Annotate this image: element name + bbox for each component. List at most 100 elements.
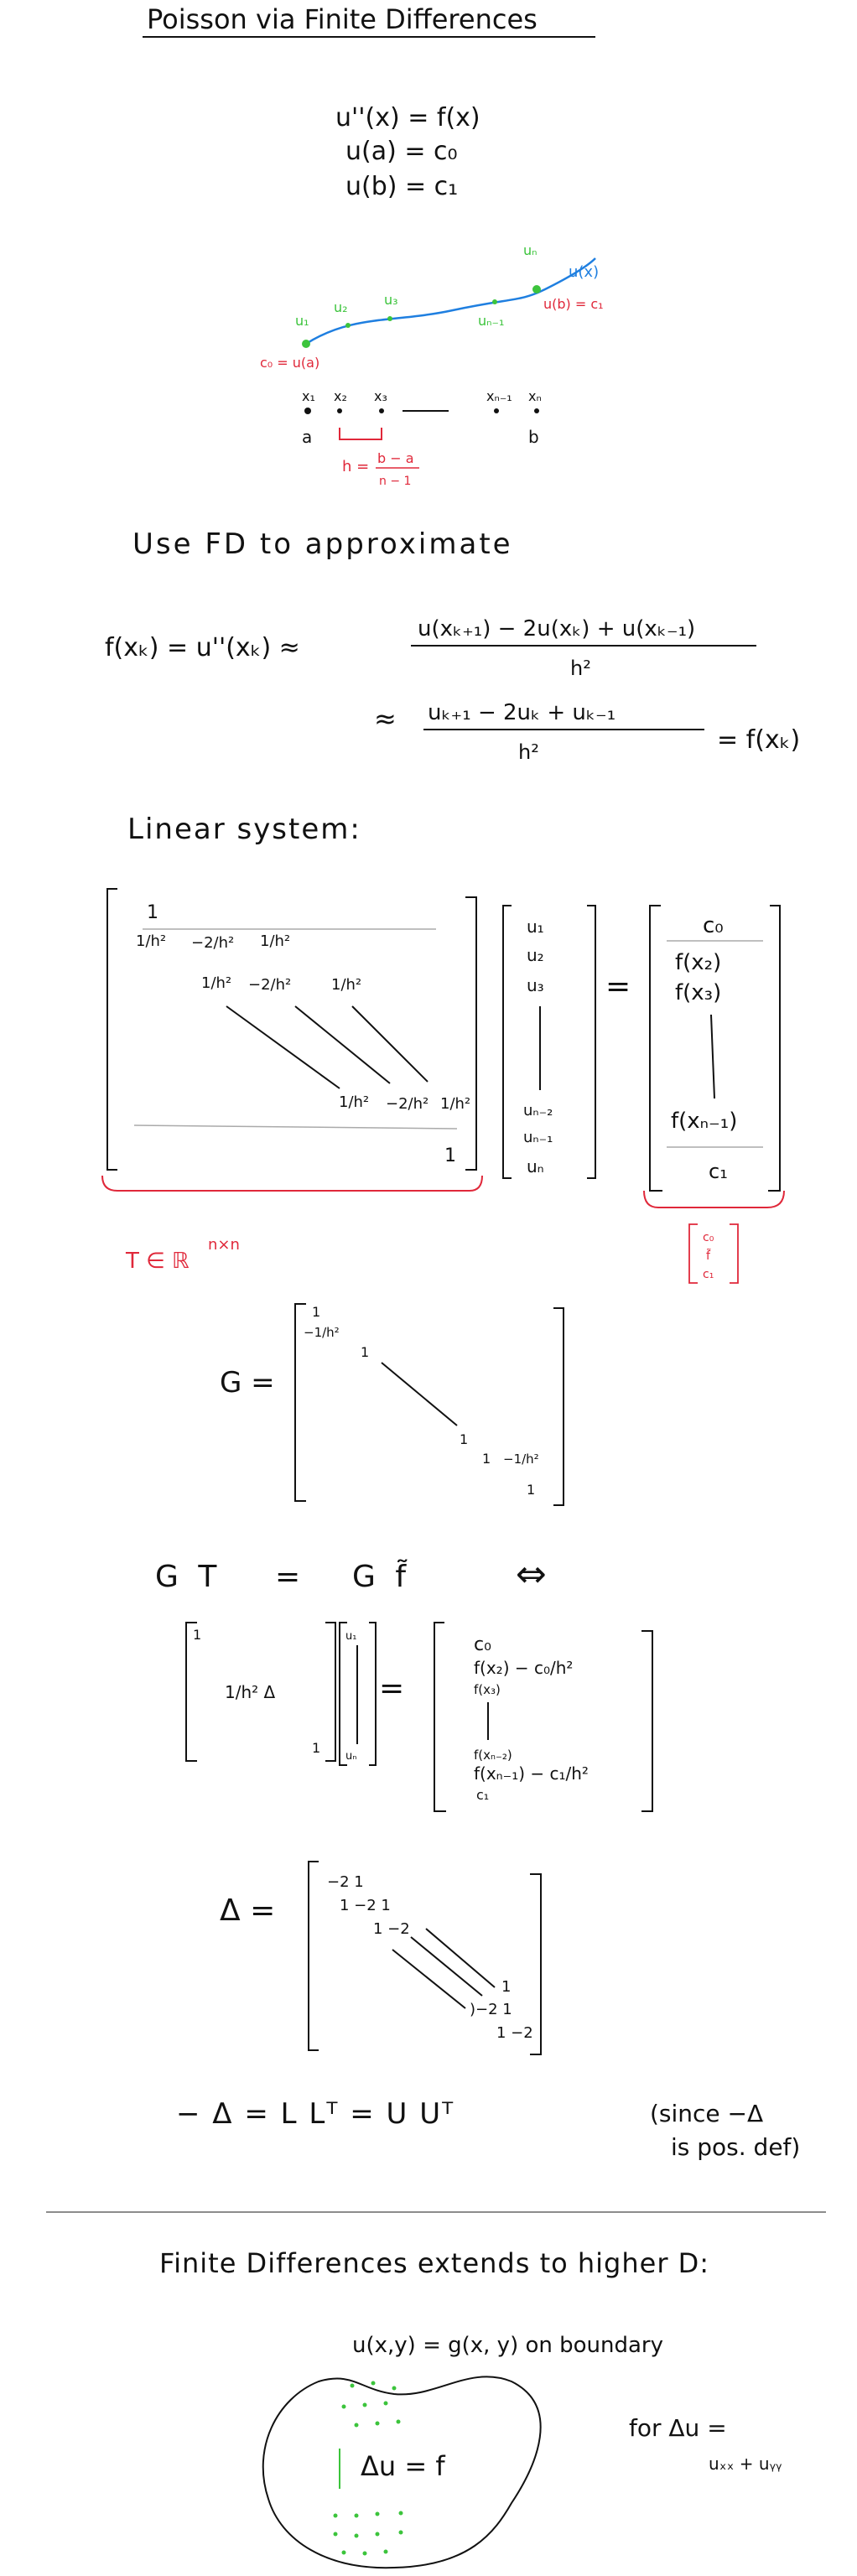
matrix-t-row3-diag: −2/h²: [248, 976, 291, 994]
grid-point: [494, 408, 499, 413]
curve-label: u(x): [569, 263, 599, 281]
fd-rhs-2: = f(xₖ): [717, 725, 800, 755]
matrix-t-rown-rule: [133, 1124, 458, 1130]
h-denominator: n − 1: [379, 475, 411, 488]
higher-d-heading: Finite Differences extends to higher D:: [159, 2247, 709, 2279]
matrix-t-space-sup: n×n: [208, 1236, 240, 1254]
gt-rhs-entry-n-2: f(xₙ₋₂): [474, 1748, 512, 1763]
delta-diag-dots: [410, 1936, 483, 1997]
gt-rhs-left-bracket: [434, 1622, 446, 1812]
u-vector-entry-1: u₁: [527, 917, 544, 937]
rhs-vector-entry-n: c₁: [709, 1160, 728, 1183]
delta-row-n-2: 1: [501, 1978, 511, 1996]
delta-subdiag-dots: [392, 1949, 466, 2009]
f-tilde-entry-2: f̃: [706, 1249, 711, 1263]
fd-numerator-1: u(xₖ₊₁) − 2u(xₖ) + u(xₖ₋₁): [418, 616, 695, 641]
gt-matrix-bottom-one: 1: [312, 1740, 320, 1756]
g-matrix-bottom-one: 1: [482, 1451, 491, 1467]
g-matrix-label: G =: [220, 1366, 275, 1400]
g-matrix-diagonal: [381, 1362, 458, 1426]
grid-node: [345, 323, 351, 328]
grid-dot: [371, 2381, 376, 2386]
grid-label-a: a: [302, 427, 312, 447]
node-label-u2: u₂: [334, 299, 348, 315]
node-label-un-1: uₙ₋₁: [478, 313, 504, 329]
grid-label-b: b: [528, 427, 539, 447]
delta-row-n-1: )−2 1: [470, 2001, 512, 2018]
h-spacing-bracket: [339, 428, 382, 440]
rhs-vector-entry-n-1: f(xₙ₋₁): [671, 1109, 737, 1134]
gt-u-left-bracket: [339, 1622, 347, 1766]
grid-dot: [375, 2421, 380, 2426]
rhs-vector-ellipsis: [710, 1014, 715, 1099]
boundary-condition: u(x,y) = g(x, y) on boundary: [352, 2333, 663, 2358]
domain-blob: [262, 2376, 542, 2569]
delta-row-2: 1 −2 1: [340, 1897, 391, 1914]
fd-lhs: f(xₖ) = u''(xₖ) ≈: [105, 633, 300, 662]
gt-rhs-entry-3: f(x₃): [474, 1682, 501, 1697]
matrix-t-row2-diag: −2/h²: [191, 934, 234, 952]
grid-dot: [354, 2533, 359, 2538]
gt-rhs-entry-2: f(x₂) − c₀/h²: [474, 1658, 573, 1678]
cholesky-equation: − Δ = L Lᵀ = U Uᵀ: [176, 2097, 454, 2131]
node-label-un: uₙ: [523, 242, 538, 258]
gt-rhs: G f̃: [352, 1559, 411, 1594]
delta-row-n: 1 −2: [496, 2024, 533, 2042]
g-matrix-top-one: 1: [312, 1304, 320, 1320]
fd-denominator-1: h²: [570, 657, 591, 680]
grid-nodes: [302, 285, 541, 348]
u-vector-entry-n: uₙ: [527, 1156, 544, 1176]
grid-label-x1: x₁: [302, 388, 315, 404]
matrix-t-row3-sub: 1/h²: [201, 974, 231, 992]
f-tilde-entry-1: c₀: [703, 1231, 714, 1244]
gt-matrix-left-bracket: [185, 1622, 197, 1762]
delta-left-bracket: [308, 1861, 319, 2051]
g-matrix-left-bracket: [294, 1303, 306, 1502]
grid-label-x2: x₂: [334, 388, 347, 404]
delta-row-3: 1 −2: [373, 1920, 410, 1938]
matrix-t-underbrace: [101, 1175, 483, 1192]
grid-dot: [396, 2419, 401, 2424]
gt-rhs-right-bracket: [641, 1630, 653, 1812]
grid-label-x3: x₃: [374, 388, 387, 404]
interior-grid-dots: [333, 2381, 403, 2556]
matrix-t-subdiag-dots: [226, 1005, 340, 1089]
delta-superdiag-dots: [425, 1928, 496, 1988]
u-vector-entry-n-1: uₙ₋₁: [523, 1129, 553, 1146]
matrix-t-row1-one: 1: [147, 902, 158, 923]
gt-u-right-bracket: [369, 1622, 377, 1766]
grid-dot: [383, 2549, 388, 2554]
solution-curve: [305, 257, 596, 345]
gt-matrix-top-one: 1: [193, 1627, 201, 1643]
laplacian-expansion: uₓₓ + uᵧᵧ: [709, 2454, 782, 2474]
left-bc-label: c₀ = u(a): [260, 355, 319, 371]
matrix-t-rown1-sub: 1/h²: [339, 1093, 369, 1111]
system-equals-sign: =: [605, 969, 631, 1004]
fd-denominator-2: h²: [518, 740, 539, 764]
ode-equation: u''(x) = f(x): [335, 103, 480, 132]
grid-node: [492, 299, 497, 304]
gt-rhs-entry-1: c₀: [474, 1634, 491, 1655]
grid-dot: [362, 2402, 367, 2407]
fd-numerator-2: uₖ₊₁ − 2uₖ + uₖ₋₁: [428, 700, 615, 725]
pde-equation: Δu = f: [361, 2450, 445, 2482]
grid-dot: [383, 2401, 388, 2406]
g-matrix-top-sub: −1/h²: [304, 1325, 340, 1340]
g-matrix-bottom-last: 1: [527, 1482, 535, 1498]
grid-dot: [341, 2404, 346, 2409]
right-boundary-condition: u(b) = c₁: [345, 172, 458, 201]
gt-rhs-entry-n-1: f(xₙ₋₁) − c₁/h²: [474, 1763, 589, 1784]
rhs-vector-left-bracket: [649, 905, 662, 1192]
grid-dot: [362, 2551, 367, 2556]
grid-dot: [354, 2423, 359, 2428]
f-tilde-right-bracket: [730, 1223, 739, 1284]
rhs-vector-right-bracket: [768, 905, 781, 1192]
matrix-t-rown1-super: 1/h²: [440, 1095, 470, 1113]
rhs-vector-underbrace: [643, 1190, 785, 1208]
matrix-t-row2-super: 1/h²: [260, 932, 290, 950]
rhs-vector-entry-1: c₀: [703, 913, 724, 938]
g-matrix-bottom-diag: 1: [460, 1431, 468, 1447]
linear-system-heading: Linear system:: [127, 813, 361, 846]
h-label: h =: [342, 458, 369, 475]
